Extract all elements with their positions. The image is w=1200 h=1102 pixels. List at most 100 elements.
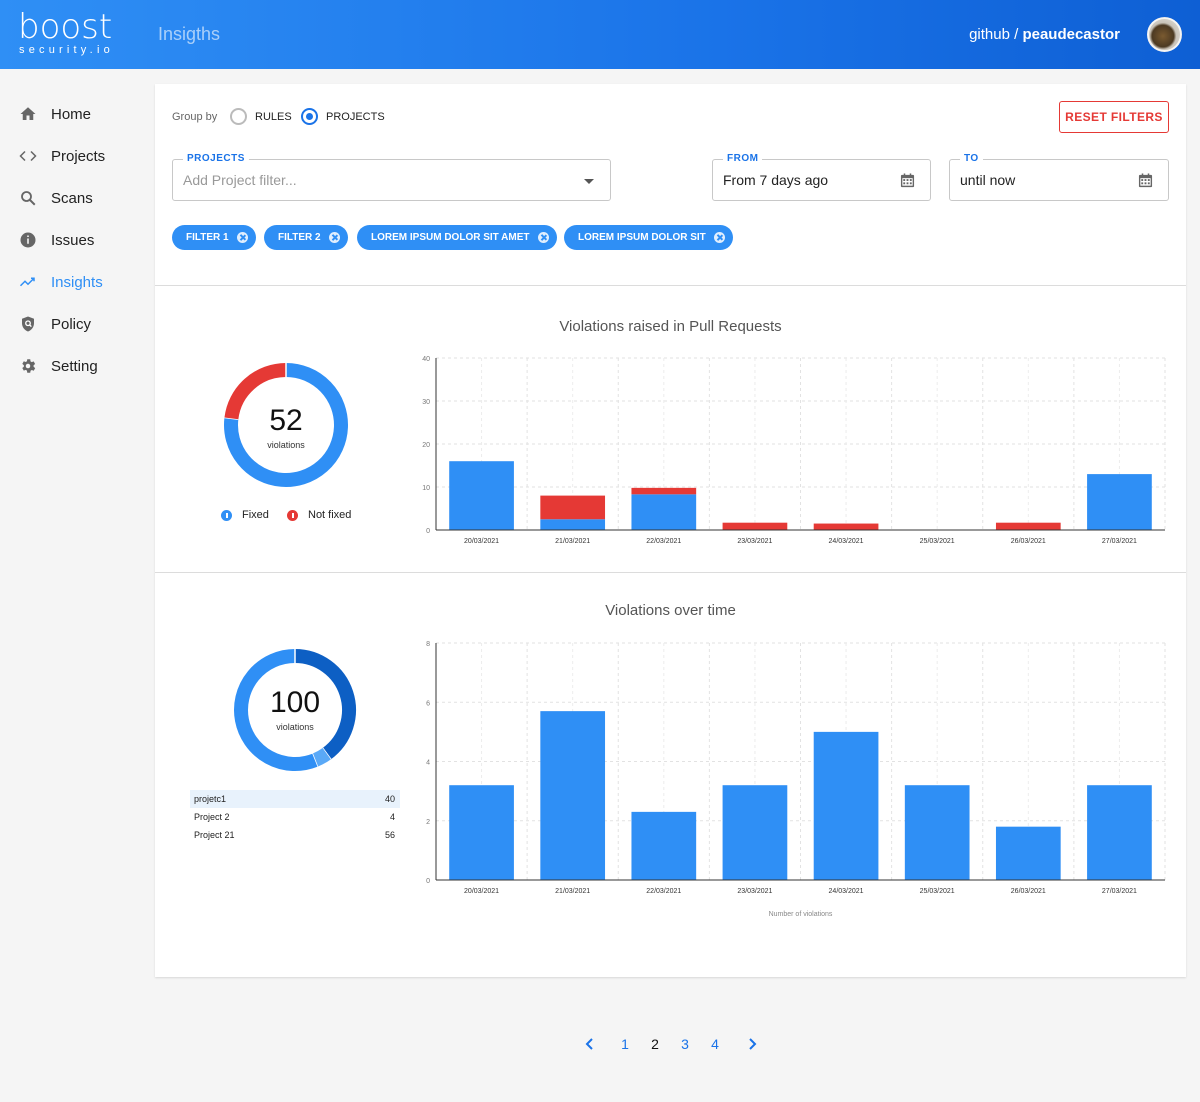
pagination: 1 2 3 4 [580, 1036, 762, 1052]
account-org: github [969, 26, 1010, 43]
chevron-down-icon[interactable] [584, 179, 594, 184]
list-item[interactable]: Project 2 4 [190, 808, 400, 826]
projects-field-label: PROJECTS [183, 153, 249, 164]
bar-24/03/2021[interactable] [813, 523, 879, 530]
x-tick-label: 26/03/2021 [1011, 888, 1046, 895]
page-link[interactable]: 4 [711, 1036, 719, 1052]
chevron-left-icon[interactable] [580, 1037, 600, 1051]
gear-icon [22, 359, 36, 373]
projects-filter-field[interactable]: PROJECTS [172, 153, 611, 201]
donut-slice-not-fixed[interactable] [224, 363, 287, 420]
bar-21/03/2021[interactable] [540, 519, 606, 530]
legend-item-fixed[interactable]: Fixed [221, 509, 269, 521]
bar-23/03/2021[interactable] [722, 785, 788, 880]
y-tick-label: 2 [426, 819, 430, 826]
donut-slice-fixed[interactable] [224, 363, 348, 487]
chip-label: FILTER 2 [278, 232, 321, 243]
x-tick-label: 24/03/2021 [829, 538, 864, 545]
donut-total: 52 [269, 404, 303, 437]
legend-label: Fixed [242, 509, 269, 521]
sidebar-item-scans[interactable]: Scans [0, 177, 150, 219]
account-path[interactable]: github / peaudecastor [969, 26, 1120, 43]
y-tick-label: 6 [426, 700, 430, 707]
boost-logo[interactable]: boost security.io [18, 10, 128, 60]
bar-22/03/2021[interactable] [631, 811, 697, 880]
y-tick-label: 10 [422, 485, 430, 492]
y-tick-label: 4 [426, 760, 430, 767]
project-value: 56 [384, 830, 395, 840]
x-tick-label: 20/03/2021 [464, 888, 499, 895]
bar-25/03/2021[interactable] [904, 785, 970, 880]
close-icon[interactable] [713, 232, 725, 243]
donut-slice-project-21[interactable] [234, 649, 318, 771]
group-by-rules-radio[interactable]: RULES [230, 108, 292, 125]
sidebar-item-projects[interactable]: Projects [0, 135, 150, 177]
bar-27/03/2021[interactable] [1087, 785, 1152, 880]
project-name: Project 21 [194, 830, 235, 840]
chevron-right-icon[interactable] [742, 1037, 762, 1051]
reset-filters-button[interactable]: RESET FILTERS [1059, 101, 1169, 133]
bar-26/03/2021[interactable] [995, 826, 1061, 880]
list-item[interactable]: Project 21 56 [190, 826, 400, 844]
x-tick-label: 27/03/2021 [1102, 888, 1137, 895]
bar-22/03/2021[interactable] [631, 487, 697, 495]
close-icon[interactable] [537, 232, 549, 243]
trending-icon [19, 277, 35, 287]
donut-slice-project-2[interactable] [312, 747, 331, 767]
sidebar-item-issues[interactable]: Issues [0, 219, 150, 261]
donut-chart [234, 649, 356, 771]
close-icon[interactable] [328, 232, 340, 243]
page-title: Insigths [158, 24, 221, 44]
x-tick-label: 21/03/2021 [555, 538, 590, 545]
bar-21/03/2021[interactable] [540, 495, 606, 520]
sidebar-item-setting[interactable]: Setting [0, 345, 150, 387]
x-tick-label: 20/03/2021 [464, 538, 499, 545]
calendar-icon[interactable] [1138, 173, 1153, 188]
y-tick-label: 40 [422, 356, 430, 363]
bar-24/03/2021[interactable] [813, 731, 879, 880]
calendar-icon[interactable] [900, 173, 915, 188]
sidebar-item-policy[interactable]: Policy [0, 303, 150, 345]
radio-label: RULES [255, 110, 292, 123]
legend-item-not-fixed[interactable]: Not fixed [287, 509, 351, 521]
close-icon[interactable] [236, 232, 248, 243]
x-tick-label: 24/03/2021 [829, 888, 864, 895]
from-date-field[interactable]: FROM From 7 days ago [712, 153, 931, 201]
x-tick-label: 23/03/2021 [737, 538, 772, 545]
filter-chip[interactable]: FILTER 1 [172, 225, 256, 250]
legend-info-icon [221, 509, 232, 521]
sidebar-item-label: Projects [51, 147, 106, 165]
radio-ring [301, 108, 318, 125]
bar-26/03/2021[interactable] [995, 522, 1061, 530]
projects-filter-input[interactable] [183, 172, 533, 188]
donut-slice-projetc1[interactable] [294, 649, 356, 760]
bar-27/03/2021[interactable] [1087, 474, 1152, 530]
bar-23/03/2021[interactable] [722, 522, 788, 530]
filter-chip[interactable]: LOREM IPSUM DOLOR SIT AMET [357, 225, 557, 250]
sidebar-item-home[interactable]: Home [0, 93, 150, 135]
page-link[interactable]: 1 [621, 1036, 629, 1052]
to-date-field[interactable]: TO until now [949, 153, 1169, 201]
page-link[interactable]: 3 [681, 1036, 689, 1052]
bar-20/03/2021[interactable] [449, 785, 514, 880]
sidebar-item-label: Home [51, 105, 92, 123]
donut-total: 100 [269, 686, 321, 719]
bar-22/03/2021[interactable] [631, 494, 697, 530]
logo-subtext: security.io [19, 44, 114, 56]
group-by-label: Group by [172, 111, 218, 123]
filter-chip[interactable]: LOREM IPSUM DOLOR SIT [564, 225, 733, 250]
sidebar-item-insights[interactable]: Insights [0, 261, 150, 303]
bar-21/03/2021[interactable] [540, 711, 606, 880]
filter-chip[interactable]: FILTER 2 [264, 225, 348, 250]
donut-total-label: violations [267, 440, 305, 450]
bar-20/03/2021[interactable] [449, 461, 514, 530]
to-field-label: TO [960, 153, 983, 164]
group-by-projects-radio[interactable]: PROJECTS [301, 108, 385, 125]
avatar[interactable] [1147, 17, 1182, 52]
x-tick-label: 22/03/2021 [646, 888, 681, 895]
list-item[interactable]: projetc1 40 [190, 790, 400, 808]
page-link-current[interactable]: 2 [651, 1036, 659, 1052]
x-tick-label: 27/03/2021 [1102, 538, 1137, 545]
section-divider [155, 572, 1186, 573]
chip-label: LOREM IPSUM DOLOR SIT AMET [371, 232, 530, 243]
